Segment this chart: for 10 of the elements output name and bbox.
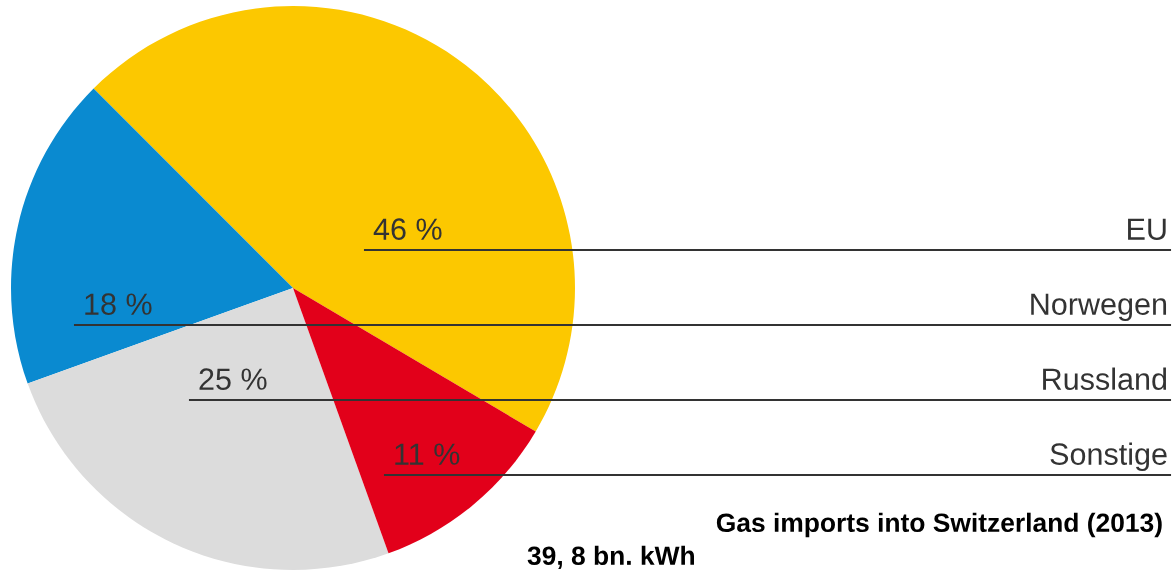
data-label: 46 % [373, 218, 442, 240]
data-label: 18 % [85, 293, 152, 315]
slice-label: Russland [1043, 367, 1167, 390]
data-label: 11 % [395, 443, 460, 465]
text: Gas imports into Switzerland (2013) [716, 512, 1162, 538]
slice-label: Norwegen [1031, 293, 1167, 321]
slice-label: EU [1128, 218, 1166, 240]
data-label: 25 % [199, 368, 267, 390]
slice-label: Sonstige [1050, 442, 1167, 471]
text: 39, 8 bn. kWh [527, 545, 694, 569]
